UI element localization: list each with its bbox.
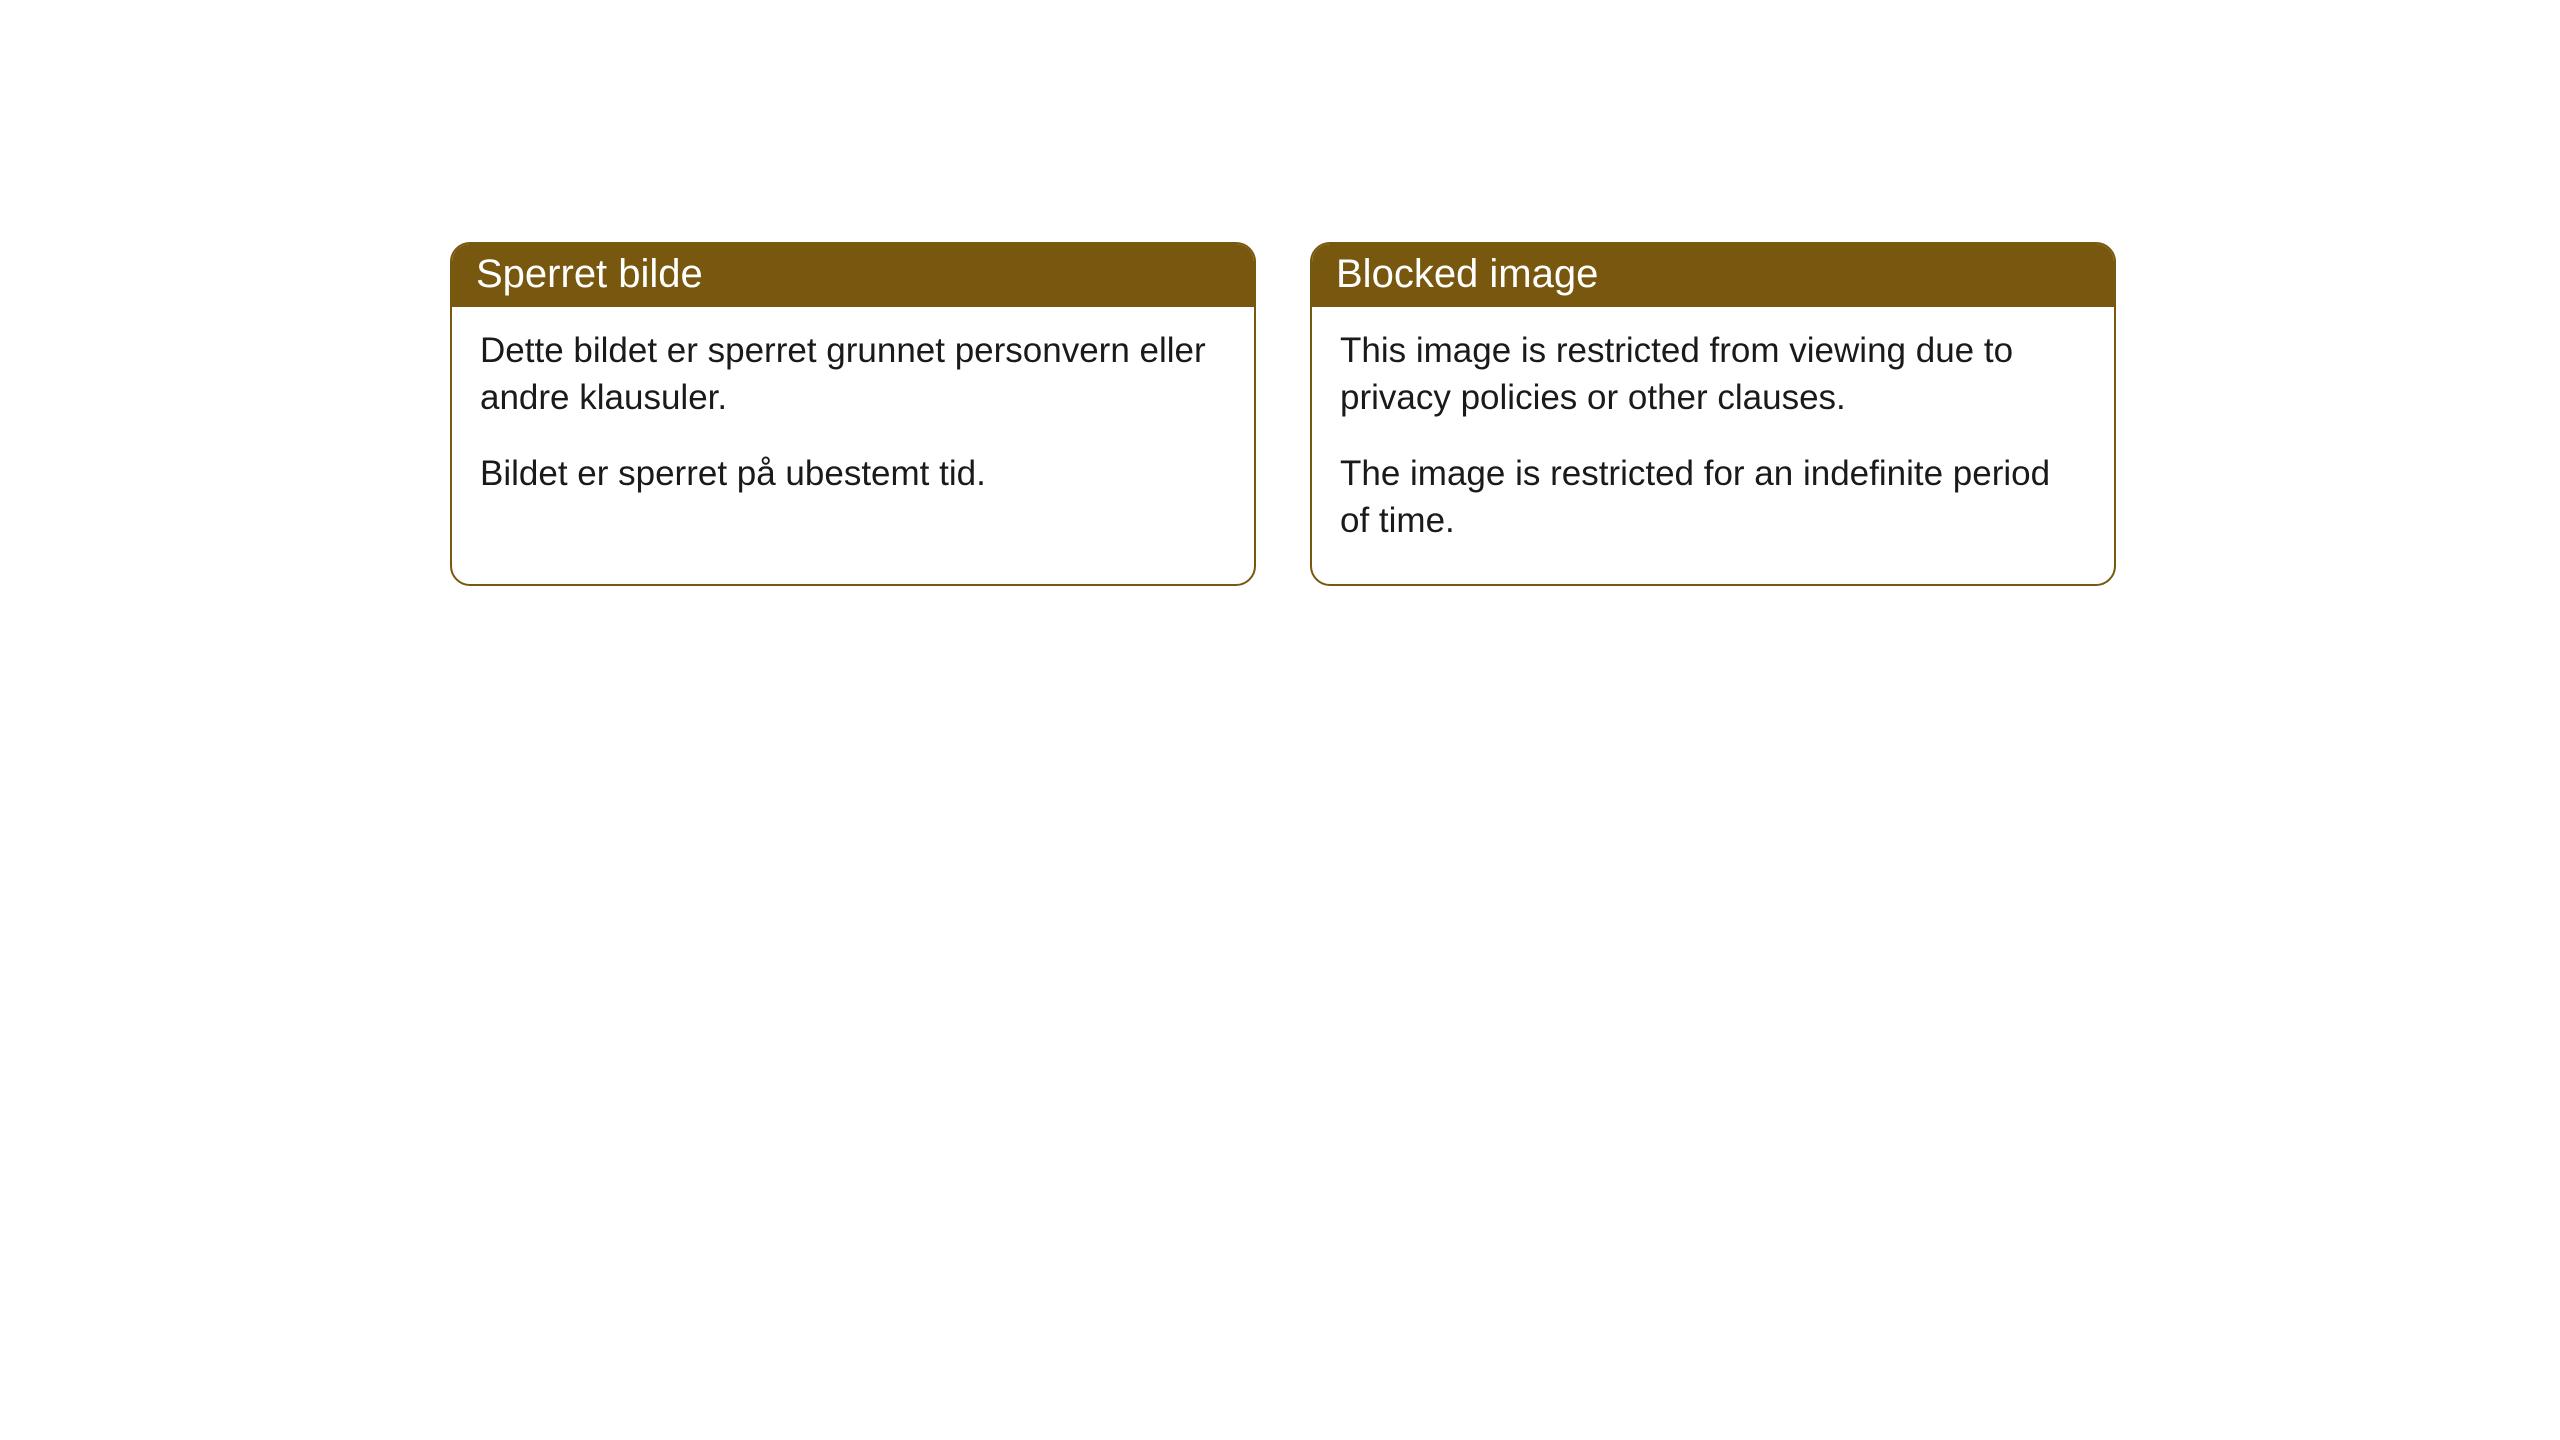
notice-card-norwegian: Sperret bilde Dette bildet er sperret gr… [450, 242, 1256, 586]
card-body-norwegian: Dette bildet er sperret grunnet personve… [452, 307, 1254, 537]
card-paragraph: Bildet er sperret på ubestemt tid. [480, 450, 1226, 497]
card-body-english: This image is restricted from viewing du… [1312, 307, 2114, 584]
card-header-norwegian: Sperret bilde [452, 244, 1254, 307]
card-header-english: Blocked image [1312, 244, 2114, 307]
notice-card-english: Blocked image This image is restricted f… [1310, 242, 2116, 586]
card-paragraph: The image is restricted for an indefinit… [1340, 450, 2086, 545]
notice-cards-container: Sperret bilde Dette bildet er sperret gr… [450, 242, 2116, 586]
card-paragraph: This image is restricted from viewing du… [1340, 327, 2086, 422]
card-paragraph: Dette bildet er sperret grunnet personve… [480, 327, 1226, 422]
